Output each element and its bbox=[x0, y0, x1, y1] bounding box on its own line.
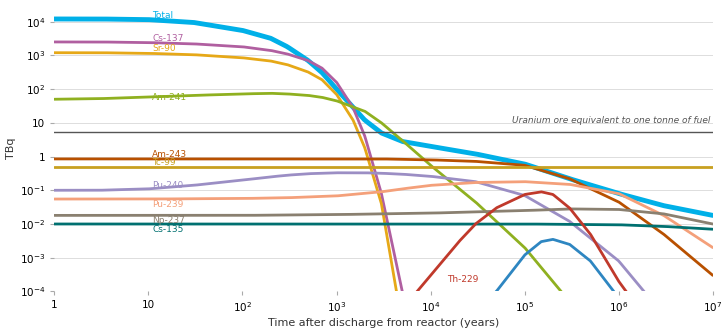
Text: Am-241: Am-241 bbox=[152, 93, 187, 102]
Text: Cs-135: Cs-135 bbox=[152, 225, 183, 234]
Text: Sr-90: Sr-90 bbox=[152, 44, 176, 53]
X-axis label: Time after discharge from reactor (years): Time after discharge from reactor (years… bbox=[268, 318, 499, 328]
Text: Ra-226: Ra-226 bbox=[504, 302, 536, 311]
Text: Np-237: Np-237 bbox=[152, 216, 185, 225]
Text: Total: Total bbox=[152, 11, 173, 20]
Text: Am-243: Am-243 bbox=[152, 150, 187, 159]
Text: Pu-240: Pu-240 bbox=[152, 181, 183, 190]
Text: Tc-99: Tc-99 bbox=[152, 158, 176, 167]
Text: Th-229: Th-229 bbox=[447, 276, 478, 285]
Text: Pu-239: Pu-239 bbox=[152, 200, 183, 208]
Y-axis label: TBq: TBq bbox=[6, 138, 15, 159]
Text: Cs-137: Cs-137 bbox=[152, 33, 183, 42]
Text: Uranium ore equivalent to one tonne of fuel: Uranium ore equivalent to one tonne of f… bbox=[513, 116, 711, 125]
